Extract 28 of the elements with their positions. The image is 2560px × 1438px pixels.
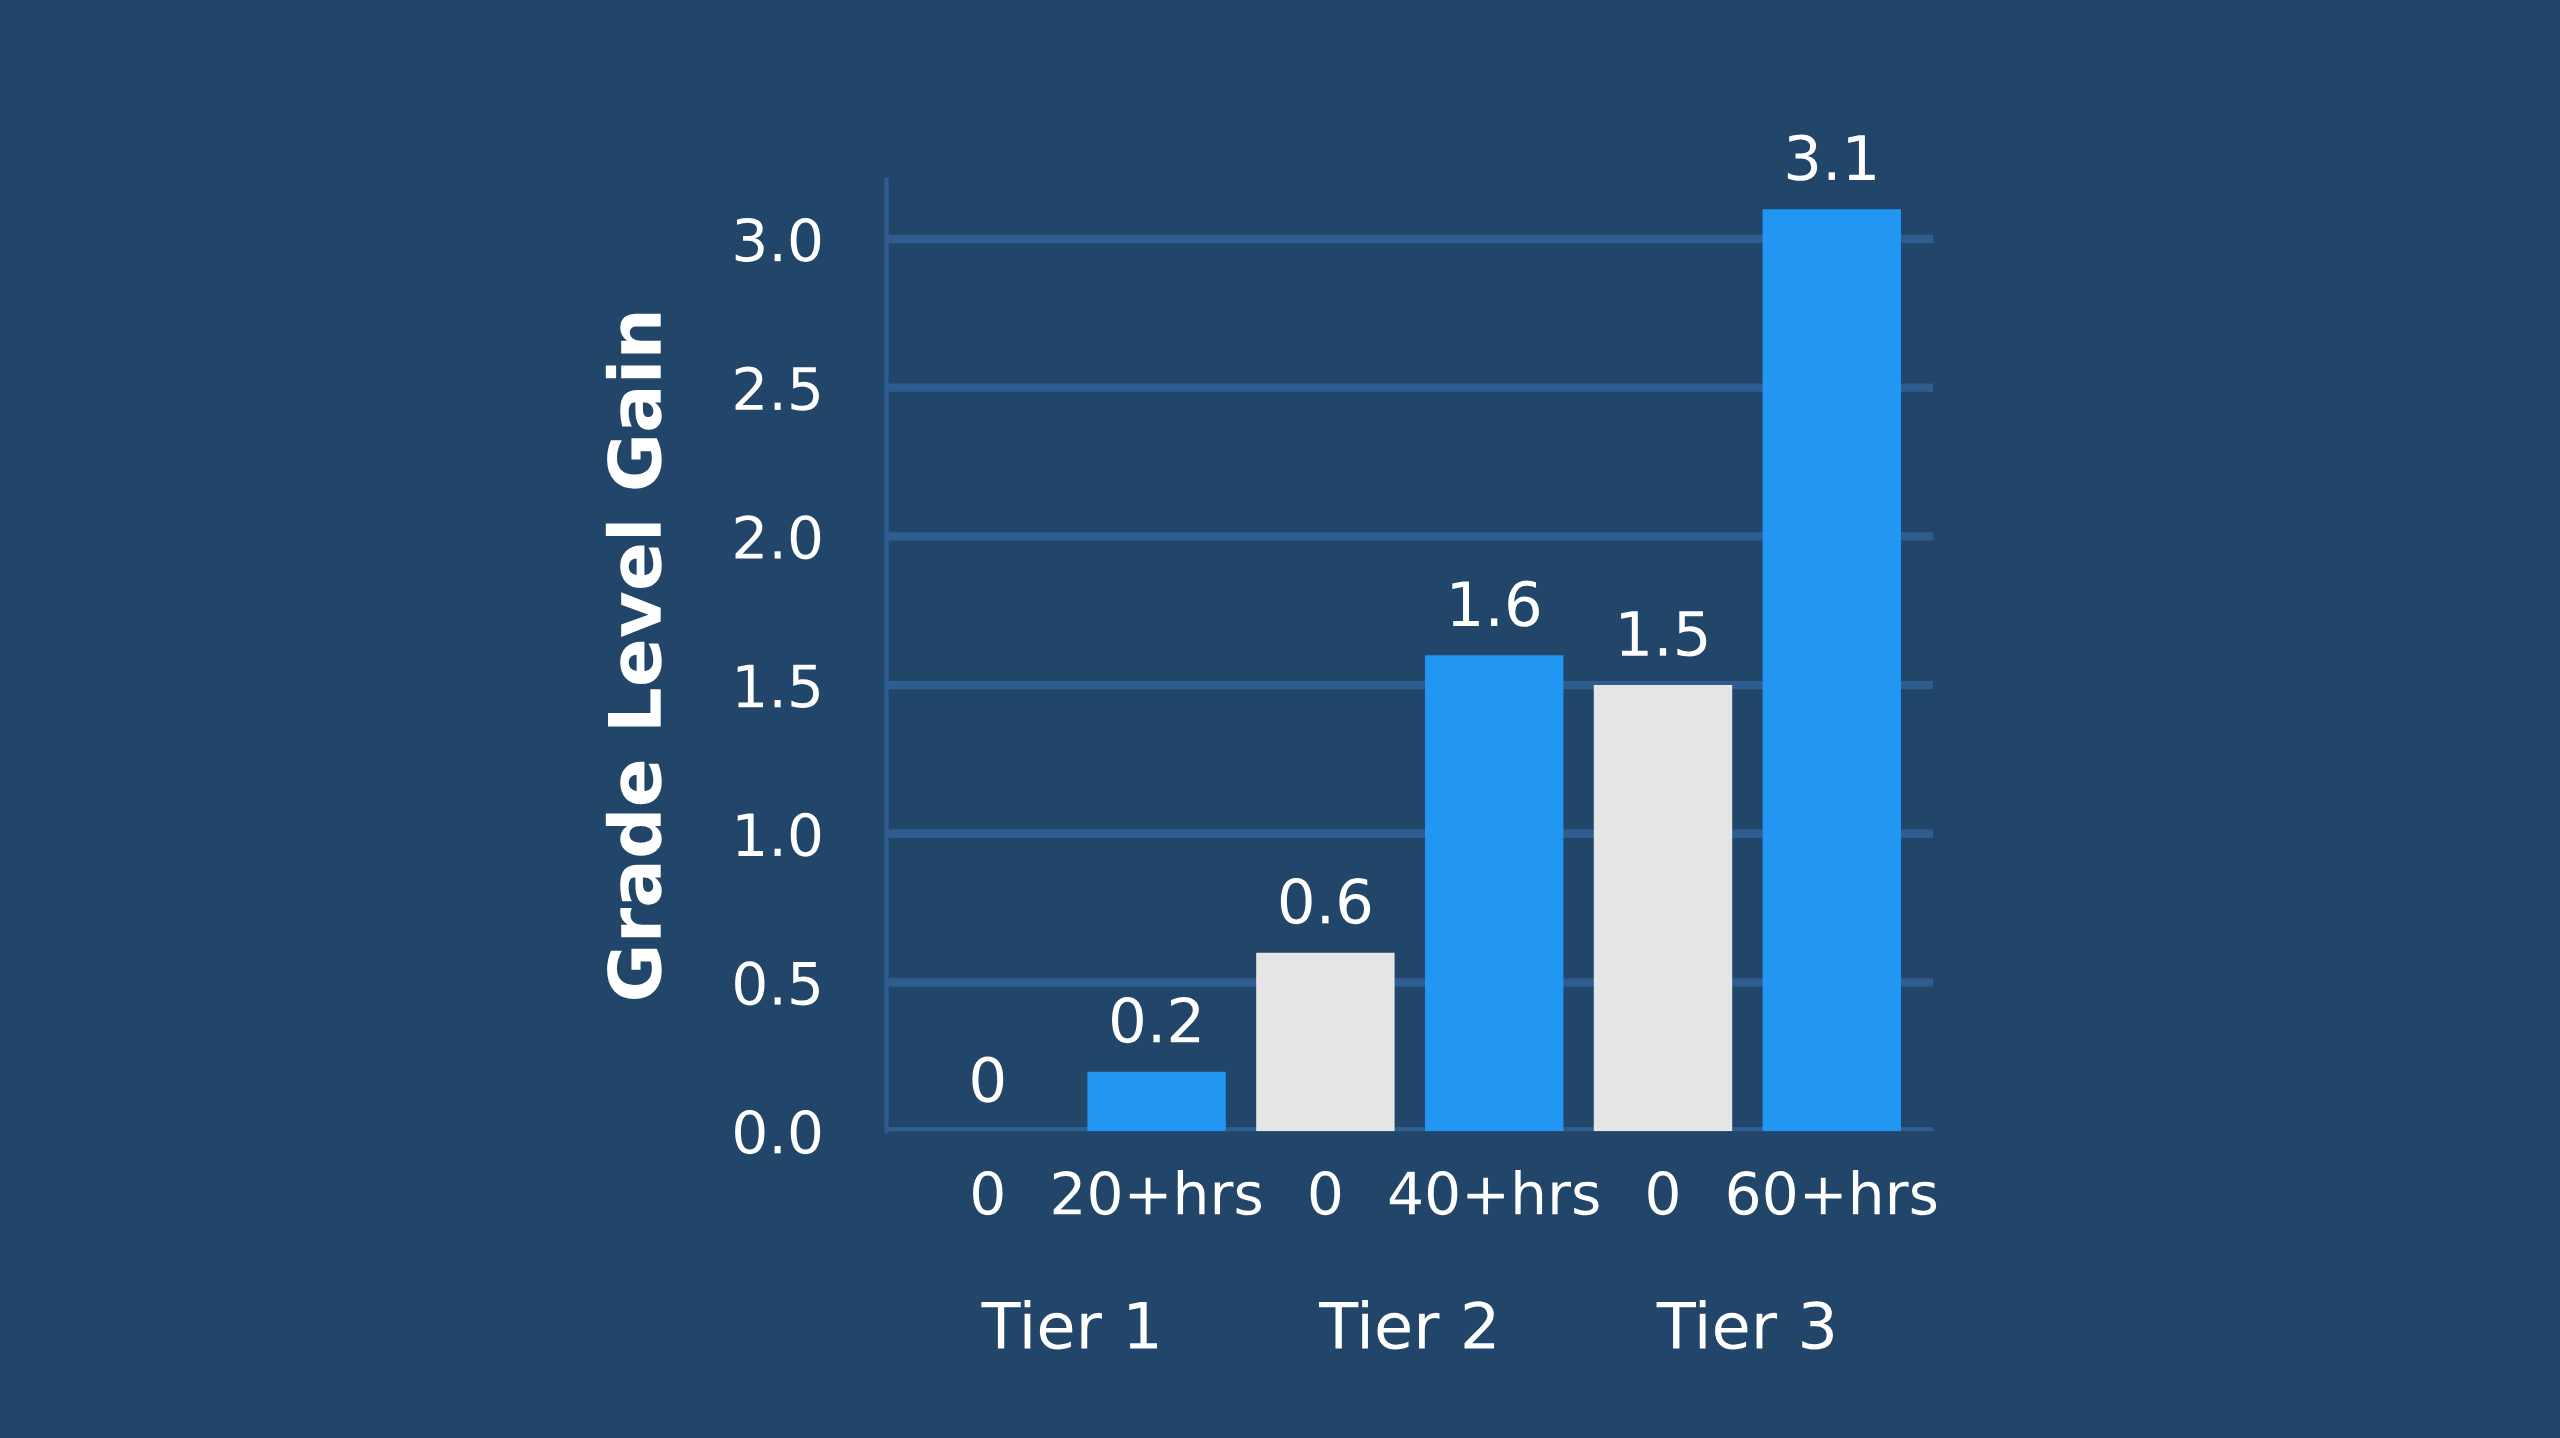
x-tick-label: 0 bbox=[1648, 1171, 1678, 1216]
y-tick-label: 3.0 bbox=[735, 217, 821, 263]
bar bbox=[1256, 952, 1395, 1132]
bar bbox=[1424, 655, 1564, 1132]
text: Tier 3 bbox=[1656, 1300, 1833, 1350]
y-tick-label: 0.5 bbox=[735, 961, 819, 1006]
data-label: 1.5 bbox=[1621, 611, 1707, 657]
bar bbox=[1593, 685, 1733, 1132]
bar bbox=[1762, 209, 1901, 1132]
x-tick-label: 20+hrs bbox=[1053, 1170, 1261, 1216]
data-label: 0.6 bbox=[1280, 877, 1371, 925]
y-tick-label: 2.5 bbox=[735, 366, 819, 411]
y-tick-label: 1.5 bbox=[737, 664, 819, 709]
data-label: 0.2 bbox=[1112, 996, 1200, 1044]
x-tick-label: 40+hrs bbox=[1389, 1170, 1599, 1216]
data-label: 1.6 bbox=[1452, 580, 1539, 627]
data-label: 3.1 bbox=[1787, 134, 1875, 181]
x-tick-label: 0 bbox=[1310, 1171, 1341, 1216]
y-tick-label: 0.0 bbox=[735, 1110, 821, 1155]
y-axis-title: Grade Level Gain bbox=[605, 313, 662, 1000]
x-tick-label: 0 bbox=[973, 1171, 1003, 1216]
y-tick-label: 1.0 bbox=[737, 812, 821, 857]
y-tick-label: 2.0 bbox=[735, 515, 821, 560]
text: Tier 2 bbox=[1318, 1300, 1495, 1350]
text: Tier 1 bbox=[981, 1300, 1157, 1350]
x-tick-label: 60+hrs bbox=[1728, 1170, 1937, 1216]
data-label: 0 bbox=[972, 1056, 1004, 1103]
bar bbox=[1087, 1071, 1226, 1132]
